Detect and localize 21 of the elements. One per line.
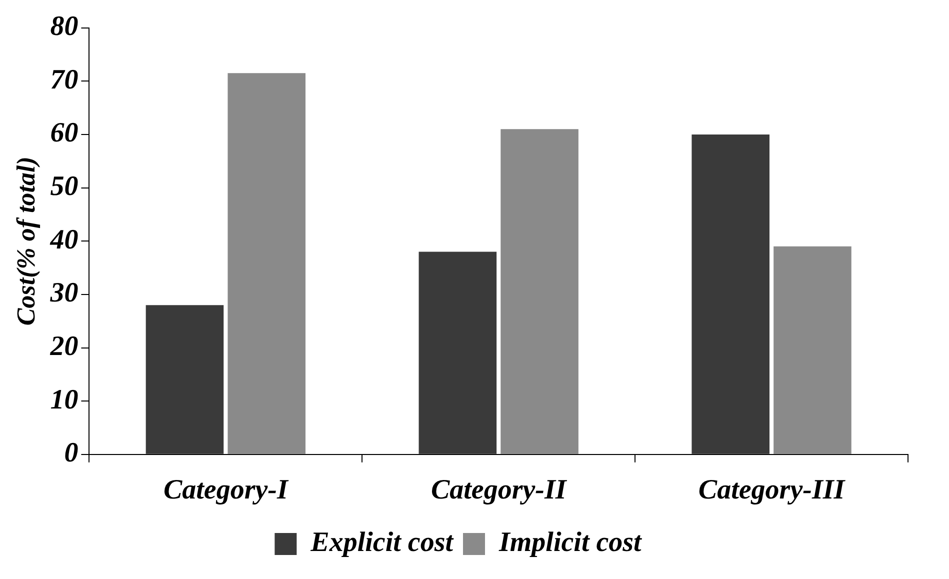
y-tick-label: 50 — [50, 171, 78, 202]
legend-label: Implicit cost — [498, 527, 643, 558]
y-axis-title: Cost(% of total) — [11, 156, 40, 326]
y-tick-label: 60 — [50, 118, 78, 149]
bar — [774, 246, 852, 454]
y-tick-label: 40 — [49, 224, 78, 256]
y-tick-label: 20 — [49, 330, 78, 362]
y-tick-label: 70 — [50, 64, 78, 96]
x-tick-label: Category-II — [430, 474, 568, 506]
x-tick-label: Category-III — [698, 474, 846, 506]
bar — [418, 252, 497, 454]
bar — [146, 305, 224, 454]
x-tick-label: Category-I — [163, 474, 289, 506]
legend-label: Explicit cost — [310, 527, 454, 558]
y-tick-label: 30 — [49, 278, 78, 309]
y-tick-label: 0 — [64, 438, 78, 469]
bar — [500, 129, 578, 454]
y-tick-label: 10 — [50, 384, 78, 416]
bar — [228, 73, 306, 454]
bar — [692, 134, 770, 454]
y-tick-label: 80 — [50, 11, 78, 42]
